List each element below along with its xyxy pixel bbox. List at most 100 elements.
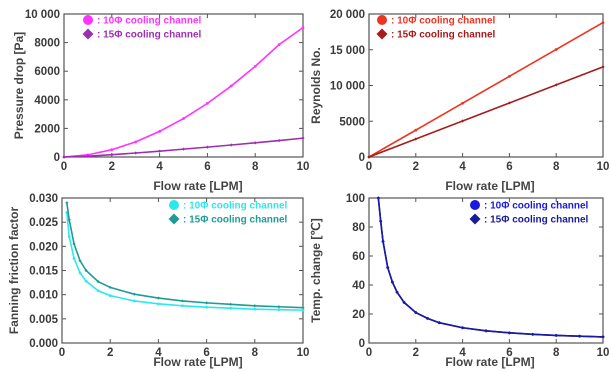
data-point xyxy=(156,296,160,300)
data-point xyxy=(395,290,399,294)
series-10-channel xyxy=(62,26,305,159)
data-point xyxy=(601,21,605,24)
x-tick-label: 6 xyxy=(204,161,210,173)
data-point xyxy=(376,196,380,200)
x-tick-label: 0 xyxy=(59,347,65,359)
data-point xyxy=(301,26,305,29)
legend-label: : 10Φ cooling channel xyxy=(391,16,496,27)
plot-frame xyxy=(63,13,304,158)
x-tick-label: 2 xyxy=(413,347,419,359)
legend: : 10Φ cooling channel : 15Φ cooling chann… xyxy=(82,15,202,41)
y-tick-label: 20 xyxy=(352,309,365,321)
data-point xyxy=(181,147,186,151)
y-tick-label: 2000 xyxy=(34,123,60,135)
y-tick-label: 0.000 xyxy=(29,338,58,350)
data-point xyxy=(301,136,305,140)
data-point xyxy=(461,326,465,330)
data-point xyxy=(158,149,162,153)
data-point xyxy=(181,304,184,308)
data-point xyxy=(461,119,465,123)
series-line xyxy=(63,26,304,158)
data-point xyxy=(78,271,82,275)
data-point xyxy=(379,219,383,223)
x-tick-label: 2 xyxy=(413,161,419,173)
x-tick-label: 0 xyxy=(366,161,372,173)
x-axis-label: Flow rate [LPM] xyxy=(445,179,534,193)
data-point xyxy=(229,143,233,147)
legend-label: : 10Φ cooling channel xyxy=(97,16,202,27)
legend-marker-diamond xyxy=(469,213,481,225)
y-axis-label: Reynolds No. xyxy=(309,47,323,124)
x-tick-label: 10 xyxy=(597,347,610,359)
data-point xyxy=(390,280,394,284)
data-point xyxy=(277,305,281,309)
y-tick-label: 8000 xyxy=(34,38,60,50)
y-tick-label: 0 xyxy=(359,338,365,350)
data-point xyxy=(277,308,281,312)
data-point xyxy=(84,279,88,283)
data-point xyxy=(72,242,76,246)
legend: : 10Φ cooling channel : 15Φ cooling chann… xyxy=(168,200,288,226)
data-point xyxy=(72,257,76,260)
y-tick-label: 4000 xyxy=(34,95,60,107)
x-tick-label: 8 xyxy=(553,161,560,173)
data-point xyxy=(205,301,209,305)
data-point xyxy=(301,308,305,312)
series-15-channel xyxy=(367,65,605,159)
y-axis-label: Fanning friction factor xyxy=(7,207,21,335)
y-tick-label: 80 xyxy=(352,222,365,234)
data-point xyxy=(531,332,535,336)
data-point xyxy=(253,304,257,308)
legend-label: : 15Φ cooling channel xyxy=(97,30,202,41)
x-tick-label: 10 xyxy=(297,347,310,359)
data-point xyxy=(277,43,281,47)
data-point xyxy=(84,268,88,273)
series-15-channel xyxy=(376,196,605,339)
data-point xyxy=(108,294,112,298)
legend-marker-circle xyxy=(377,15,387,25)
series-10-channel xyxy=(367,21,605,159)
legend-label: : 10Φ cooling channel xyxy=(484,201,589,212)
x-axis-label: Flow rate [LPM] xyxy=(445,355,534,369)
data-point xyxy=(65,201,69,205)
data-point xyxy=(253,64,257,68)
data-point xyxy=(277,138,281,143)
x-tick-label: 4 xyxy=(459,161,466,173)
data-point xyxy=(229,306,233,310)
legend-marker-circle xyxy=(169,200,179,210)
data-point xyxy=(132,299,136,303)
data-point xyxy=(425,316,430,320)
x-tick-label: 4 xyxy=(155,347,162,359)
series-10-channel xyxy=(65,211,305,312)
x-tick-label: 2 xyxy=(109,161,115,173)
y-tick-label: 0.020 xyxy=(29,241,58,253)
x-tick-label: 4 xyxy=(459,347,466,359)
data-point xyxy=(205,305,209,309)
series-line xyxy=(368,21,604,158)
y-axis-label: Temp. change [℃] xyxy=(309,218,323,323)
y-tick-label: 100 xyxy=(346,193,365,205)
legend-marker-diamond xyxy=(82,28,94,40)
data-point xyxy=(414,137,418,141)
plot-frame xyxy=(368,197,604,344)
data-point xyxy=(253,141,257,145)
chart-panel-reynolds-number: 0 2 4 6 8 10 0 5000 10 000 15 000 20 000 Flow rate … xyxy=(309,9,609,193)
legend-label: : 15Φ cooling channel xyxy=(183,215,288,226)
legend-marker-diamond xyxy=(168,213,180,225)
x-tick-label: 8 xyxy=(252,161,259,173)
data-point xyxy=(110,153,114,157)
data-point xyxy=(158,130,162,133)
data-point xyxy=(461,101,464,105)
y-tick-label: 10 000 xyxy=(330,81,365,93)
data-point xyxy=(134,140,138,144)
data-point xyxy=(206,101,209,105)
legend-label: : 10Φ cooling channel xyxy=(183,201,288,212)
data-point xyxy=(67,218,71,222)
y-tick-label: 60 xyxy=(352,251,365,263)
data-point xyxy=(229,84,233,88)
y-tick-label: 5000 xyxy=(339,116,365,128)
y-tick-label: 0.015 xyxy=(29,266,58,278)
data-point xyxy=(301,306,305,310)
data-point xyxy=(402,300,406,304)
x-tick-label: 0 xyxy=(366,347,372,359)
